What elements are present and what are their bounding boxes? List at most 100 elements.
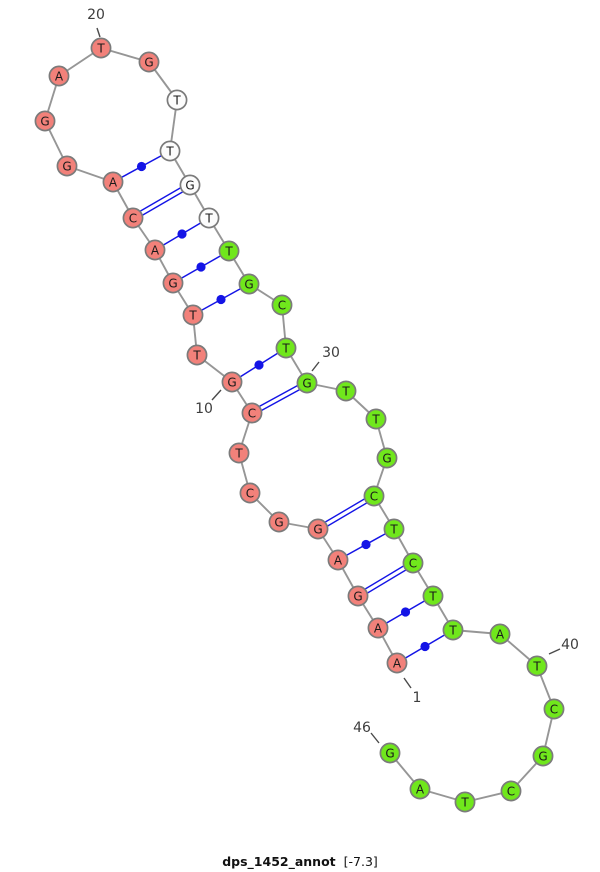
base-letter: A — [151, 243, 160, 257]
nucleotide-node — [383, 518, 405, 540]
nucleotide-node — [365, 408, 387, 430]
nucleotide-node — [138, 51, 160, 73]
pair-double-line — [318, 497, 376, 532]
pair-dot — [361, 539, 371, 550]
nucleotide-node — [386, 652, 408, 674]
nucleotide-node — [166, 89, 188, 111]
base-letter: T — [172, 93, 181, 107]
base-letter: T — [234, 446, 243, 460]
nucleotide-node — [526, 655, 548, 677]
base-letter: A — [55, 69, 64, 83]
base-letter: T — [204, 211, 213, 225]
position-label: 46 — [353, 720, 371, 736]
nucleotide-node — [179, 174, 201, 196]
nucleotide-node — [228, 442, 250, 464]
nucleotide-node — [379, 742, 401, 764]
nucleotide-node — [221, 371, 243, 393]
nucleotide-node — [186, 344, 208, 366]
nucleotide-node — [367, 617, 389, 639]
label-tick — [370, 732, 380, 744]
position-label: 10 — [195, 401, 213, 417]
base-letter: T — [428, 589, 437, 603]
label-tick — [96, 27, 101, 38]
nucleotide-node — [34, 110, 56, 132]
base-letter: C — [507, 784, 515, 798]
nucleotide-node — [296, 372, 318, 394]
nucleotide-node — [241, 402, 263, 424]
nucleotide-node — [48, 65, 70, 87]
pair-dot — [136, 161, 147, 172]
pair-double-line — [131, 182, 190, 217]
label-tick — [403, 677, 412, 689]
base-letter: G — [538, 749, 547, 763]
pair-dot — [420, 641, 430, 652]
nucleotide-node — [422, 585, 444, 607]
base-letter: A — [109, 175, 118, 189]
base-letter: G — [274, 515, 283, 529]
base-letter: A — [393, 656, 402, 670]
base-letter: C — [409, 556, 417, 570]
base-letter: G — [313, 522, 322, 536]
base-letter: A — [334, 553, 343, 567]
base-letter: C — [129, 211, 137, 225]
base-letter: T — [281, 341, 290, 355]
base-letter: G — [185, 178, 194, 192]
nucleotide-node — [90, 37, 112, 59]
nucleotide-node — [347, 585, 369, 607]
base-letter: C — [370, 489, 378, 503]
label-tick — [211, 389, 222, 401]
nucleotide-node — [307, 518, 329, 540]
nucleotide-node — [532, 745, 554, 767]
nucleotide-node — [500, 780, 522, 802]
base-letter: T — [389, 522, 398, 536]
nucleotide-node — [122, 207, 144, 229]
nucleotide-node — [218, 240, 240, 262]
base-letter: C — [278, 298, 286, 312]
pair-double-line — [356, 560, 413, 595]
nucleotide-node — [198, 207, 220, 229]
base-letter: C — [550, 702, 558, 716]
nucleotide-node — [363, 485, 385, 507]
nucleotide-node — [543, 698, 565, 720]
nucleotide-node — [182, 304, 204, 326]
base-letter: G — [353, 589, 362, 603]
pair-double-line — [316, 493, 374, 528]
base-letter: G — [40, 114, 49, 128]
base-letter: G — [382, 451, 391, 465]
pair-double-line — [133, 186, 192, 221]
position-label: 30 — [322, 345, 340, 361]
nucleotide-node — [335, 380, 357, 402]
base-letter: G — [62, 159, 71, 173]
nucleotide-node — [268, 511, 290, 533]
base-letter: G — [385, 746, 394, 760]
figure-title-name: dps_1452_annot — [222, 854, 336, 869]
pair-dot — [196, 262, 206, 272]
pair-double-line — [250, 380, 307, 412]
base-letter: A — [496, 627, 505, 641]
base-letter: C — [246, 486, 254, 500]
base-letter: T — [192, 348, 201, 362]
nucleotide-node — [489, 623, 511, 645]
nucleotide-node — [402, 552, 424, 574]
figure-title: dps_1452_annot [-7.3] — [0, 854, 600, 869]
nucleotide-node — [376, 447, 398, 469]
nucleotide-node — [238, 273, 260, 295]
pair-dot — [216, 294, 226, 305]
base-letter: T — [371, 412, 380, 426]
nucleotide-node — [239, 482, 261, 504]
base-letter: G — [168, 276, 177, 290]
pair-dot — [177, 229, 187, 239]
label-tick — [311, 361, 320, 372]
base-letter: T — [188, 308, 197, 322]
label-tick — [548, 648, 561, 655]
base-letter: T — [224, 244, 233, 258]
base-letter: T — [96, 41, 105, 55]
base-letter: A — [374, 621, 383, 635]
nucleotide-node — [144, 239, 166, 261]
base-letter: T — [448, 623, 457, 637]
base-letter: T — [532, 659, 541, 673]
nucleotide-node — [327, 549, 349, 571]
position-label: 40 — [561, 637, 579, 653]
